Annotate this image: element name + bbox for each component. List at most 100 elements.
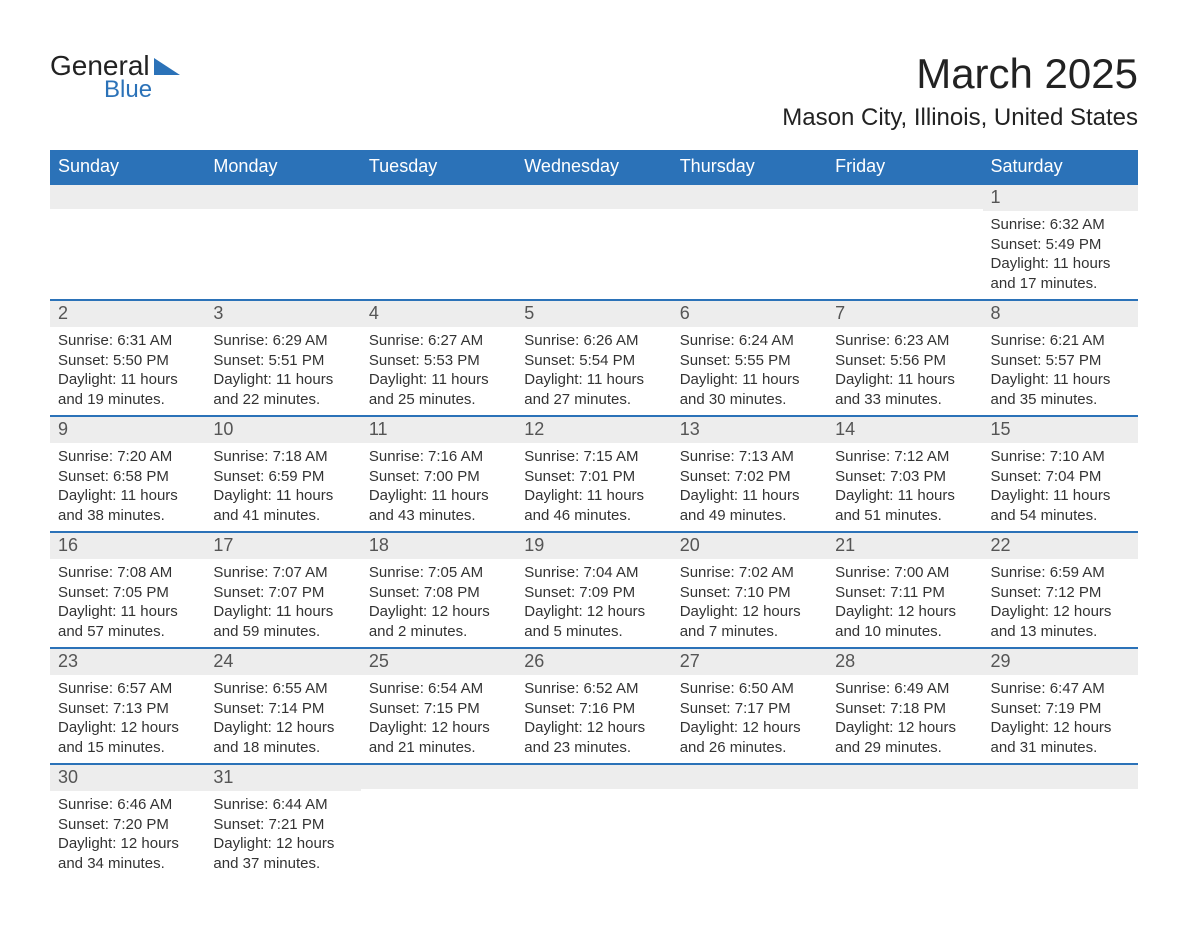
sunrise-text: Sunrise: 6:23 AM: [835, 331, 974, 351]
calendar-day-cell: [672, 184, 827, 300]
daylight-text-1: Daylight: 12 hours: [835, 602, 974, 622]
day-number-empty: [205, 185, 360, 209]
day-number: 24: [205, 649, 360, 675]
sunset-text: Sunset: 5:49 PM: [991, 235, 1130, 255]
sunset-text: Sunset: 7:12 PM: [991, 583, 1130, 603]
day-number: 8: [983, 301, 1138, 327]
calendar-day-cell: 22Sunrise: 6:59 AMSunset: 7:12 PMDayligh…: [983, 532, 1138, 648]
sunrise-text: Sunrise: 7:12 AM: [835, 447, 974, 467]
day-number: 3: [205, 301, 360, 327]
day-data-empty: [205, 209, 360, 279]
day-number-empty: [50, 185, 205, 209]
sunset-text: Sunset: 7:15 PM: [369, 699, 508, 719]
sunrise-text: Sunrise: 6:31 AM: [58, 331, 197, 351]
sunrise-text: Sunrise: 7:08 AM: [58, 563, 197, 583]
day-number: 20: [672, 533, 827, 559]
day-data: Sunrise: 6:26 AMSunset: 5:54 PMDaylight:…: [516, 327, 671, 415]
daylight-text-1: Daylight: 12 hours: [213, 718, 352, 738]
day-data: Sunrise: 7:16 AMSunset: 7:00 PMDaylight:…: [361, 443, 516, 531]
calendar-day-cell: 5Sunrise: 6:26 AMSunset: 5:54 PMDaylight…: [516, 300, 671, 416]
day-number: 4: [361, 301, 516, 327]
calendar-week-row: 1Sunrise: 6:32 AMSunset: 5:49 PMDaylight…: [50, 184, 1138, 300]
daylight-text-1: Daylight: 12 hours: [524, 602, 663, 622]
calendar-day-cell: 7Sunrise: 6:23 AMSunset: 5:56 PMDaylight…: [827, 300, 982, 416]
calendar-day-cell: [516, 764, 671, 879]
daylight-text-1: Daylight: 11 hours: [369, 486, 508, 506]
day-data: Sunrise: 7:12 AMSunset: 7:03 PMDaylight:…: [827, 443, 982, 531]
day-data-empty: [361, 789, 516, 859]
calendar-day-cell: 3Sunrise: 6:29 AMSunset: 5:51 PMDaylight…: [205, 300, 360, 416]
day-data: Sunrise: 6:23 AMSunset: 5:56 PMDaylight:…: [827, 327, 982, 415]
day-data: Sunrise: 6:47 AMSunset: 7:19 PMDaylight:…: [983, 675, 1138, 763]
day-number: 10: [205, 417, 360, 443]
daylight-text-2: and 25 minutes.: [369, 390, 508, 410]
day-data-empty: [50, 209, 205, 279]
daylight-text-1: Daylight: 11 hours: [835, 486, 974, 506]
daylight-text-2: and 38 minutes.: [58, 506, 197, 526]
daylight-text-1: Daylight: 11 hours: [991, 254, 1130, 274]
daylight-text-1: Daylight: 11 hours: [680, 370, 819, 390]
daylight-text-1: Daylight: 11 hours: [213, 602, 352, 622]
daylight-text-2: and 54 minutes.: [991, 506, 1130, 526]
daylight-text-1: Daylight: 12 hours: [991, 602, 1130, 622]
daylight-text-2: and 26 minutes.: [680, 738, 819, 758]
daylight-text-1: Daylight: 11 hours: [58, 370, 197, 390]
daylight-text-1: Daylight: 11 hours: [991, 486, 1130, 506]
calendar-day-cell: 12Sunrise: 7:15 AMSunset: 7:01 PMDayligh…: [516, 416, 671, 532]
calendar-day-cell: [205, 184, 360, 300]
sunrise-text: Sunrise: 6:21 AM: [991, 331, 1130, 351]
sunrise-text: Sunrise: 6:29 AM: [213, 331, 352, 351]
sunset-text: Sunset: 7:01 PM: [524, 467, 663, 487]
sunrise-text: Sunrise: 7:18 AM: [213, 447, 352, 467]
day-data: Sunrise: 6:49 AMSunset: 7:18 PMDaylight:…: [827, 675, 982, 763]
daylight-text-2: and 7 minutes.: [680, 622, 819, 642]
day-data: Sunrise: 7:18 AMSunset: 6:59 PMDaylight:…: [205, 443, 360, 531]
calendar-day-cell: 29Sunrise: 6:47 AMSunset: 7:19 PMDayligh…: [983, 648, 1138, 764]
day-number: 26: [516, 649, 671, 675]
sunset-text: Sunset: 5:54 PM: [524, 351, 663, 371]
day-number-empty: [361, 185, 516, 209]
sunset-text: Sunset: 7:14 PM: [213, 699, 352, 719]
day-data: Sunrise: 6:50 AMSunset: 7:17 PMDaylight:…: [672, 675, 827, 763]
day-number: 11: [361, 417, 516, 443]
calendar-week-row: 9Sunrise: 7:20 AMSunset: 6:58 PMDaylight…: [50, 416, 1138, 532]
day-data: Sunrise: 6:21 AMSunset: 5:57 PMDaylight:…: [983, 327, 1138, 415]
day-data-empty: [516, 789, 671, 859]
sunset-text: Sunset: 6:59 PM: [213, 467, 352, 487]
day-data: Sunrise: 7:10 AMSunset: 7:04 PMDaylight:…: [983, 443, 1138, 531]
sunset-text: Sunset: 5:51 PM: [213, 351, 352, 371]
day-number: 9: [50, 417, 205, 443]
daylight-text-2: and 31 minutes.: [991, 738, 1130, 758]
day-number: 30: [50, 765, 205, 791]
daylight-text-1: Daylight: 11 hours: [680, 486, 819, 506]
calendar-day-cell: 20Sunrise: 7:02 AMSunset: 7:10 PMDayligh…: [672, 532, 827, 648]
day-number-empty: [827, 765, 982, 789]
title-block: March 2025 Mason City, Illinois, United …: [782, 50, 1138, 132]
daylight-text-2: and 43 minutes.: [369, 506, 508, 526]
day-data-empty: [672, 789, 827, 859]
day-number-empty: [983, 765, 1138, 789]
sunset-text: Sunset: 7:09 PM: [524, 583, 663, 603]
calendar-day-cell: 15Sunrise: 7:10 AMSunset: 7:04 PMDayligh…: [983, 416, 1138, 532]
daylight-text-1: Daylight: 12 hours: [991, 718, 1130, 738]
day-data: Sunrise: 7:05 AMSunset: 7:08 PMDaylight:…: [361, 559, 516, 647]
weekday-header: Tuesday: [361, 150, 516, 184]
daylight-text-2: and 49 minutes.: [680, 506, 819, 526]
daylight-text-1: Daylight: 12 hours: [213, 834, 352, 854]
sunset-text: Sunset: 7:16 PM: [524, 699, 663, 719]
calendar-day-cell: 24 Sunrise: 6:55 AMSunset: 7:14 PMDayligh…: [205, 648, 360, 764]
day-data: Sunrise: 7:20 AMSunset: 6:58 PMDaylight:…: [50, 443, 205, 531]
daylight-text-2: and 46 minutes.: [524, 506, 663, 526]
calendar-day-cell: 28Sunrise: 6:49 AMSunset: 7:18 PMDayligh…: [827, 648, 982, 764]
sunset-text: Sunset: 5:55 PM: [680, 351, 819, 371]
day-number-empty: [672, 185, 827, 209]
daylight-text-2: and 21 minutes.: [369, 738, 508, 758]
calendar-day-cell: 1Sunrise: 6:32 AMSunset: 5:49 PMDaylight…: [983, 184, 1138, 300]
day-number-empty: [516, 765, 671, 789]
calendar-day-cell: 30Sunrise: 6:46 AMSunset: 7:20 PMDayligh…: [50, 764, 205, 879]
day-data: Sunrise: 6:44 AMSunset: 7:21 PMDaylight:…: [205, 791, 360, 879]
sunrise-text: Sunrise: 6:55 AM: [213, 679, 352, 699]
daylight-text-2: and 10 minutes.: [835, 622, 974, 642]
sunset-text: Sunset: 7:00 PM: [369, 467, 508, 487]
calendar-day-cell: 13Sunrise: 7:13 AMSunset: 7:02 PMDayligh…: [672, 416, 827, 532]
